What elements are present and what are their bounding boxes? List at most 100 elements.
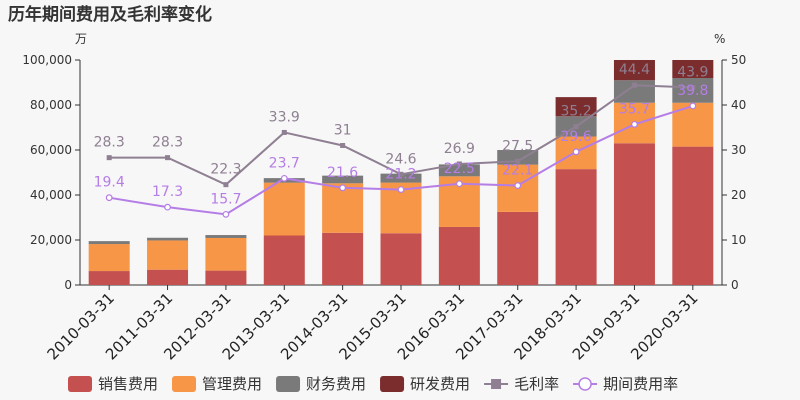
chart-title: 历年期间费用及毛利率变化: [8, 4, 212, 25]
period-expense-label: 22.5: [444, 161, 475, 177]
gross-margin-point: [398, 171, 404, 177]
gross-margin-label: 44.4: [619, 62, 650, 78]
bar-segment: [438, 164, 480, 177]
legend-label: 期间费用率: [603, 375, 678, 393]
bar-segment: [205, 237, 247, 271]
gross-margin-point: [340, 143, 346, 148]
period-expense-label: 35.7: [619, 101, 650, 117]
gross-margin-point: [631, 82, 637, 88]
bar-segment: [380, 233, 422, 285]
gross-margin-point: [573, 124, 579, 130]
gross-margin-label: 26.9: [444, 141, 475, 157]
bar-segment: [263, 182, 305, 236]
period-expense-point: [397, 186, 405, 194]
period-expense-label: 29.6: [561, 129, 592, 145]
bar-segment: [322, 232, 364, 285]
bars-layer: [88, 60, 714, 285]
left-tick-label: 60,000: [30, 143, 72, 157]
bar-segment: [322, 175, 364, 184]
bar-segment: [88, 271, 130, 285]
bar-segment: [613, 60, 655, 81]
gross-margin-label: 35.2: [561, 104, 592, 120]
left-tick-label: 40,000: [30, 188, 72, 202]
period-expense-label: 23.7: [269, 155, 300, 171]
legend-label: 销售费用: [98, 375, 158, 393]
period-expense-point: [572, 148, 580, 156]
bar-segment: [613, 143, 655, 285]
legend-marker: [578, 377, 592, 391]
gross-margin-label: 43.9: [677, 64, 708, 80]
gross-margin-label: 24.6: [385, 151, 416, 167]
bar-segment: [555, 97, 597, 117]
legend-label: 研发费用: [410, 375, 470, 393]
left-tick-label: 80,000: [30, 98, 72, 112]
gross-margin-label: 31: [334, 123, 352, 139]
period-expense-point: [339, 184, 347, 192]
legend: 销售费用 管理费用 财务费用 研发费用 毛利率 期间费用率: [68, 375, 678, 393]
period-expense-point: [222, 210, 230, 218]
right-tick-label: 40: [731, 98, 746, 112]
period-expense-point: [164, 203, 171, 211]
period-expense-label: 19.4: [94, 175, 125, 191]
bar-segment: [672, 78, 714, 103]
gross-margin-point: [281, 129, 287, 135]
gross-margin-label: 22.3: [210, 162, 241, 178]
period-expense-point: [455, 180, 463, 188]
gross-margin-point: [456, 161, 462, 167]
right-tick-label: 50: [731, 53, 746, 67]
bar-segment: [205, 235, 247, 238]
period-expense-point: [514, 182, 522, 189]
period-expense-point: [105, 194, 113, 202]
legend-swatch: [276, 376, 301, 392]
legend-label: 管理费用: [202, 375, 262, 393]
right-tick-label: 0: [731, 278, 739, 292]
gross-margin-label: 33.9: [269, 109, 300, 125]
left-axis-unit: 万: [75, 32, 87, 46]
gross-margin-label: 27.5: [502, 138, 533, 154]
left-tick-label: 20,000: [30, 233, 72, 247]
period-expense-point: [280, 174, 288, 182]
legend-swatch: [380, 376, 405, 392]
bar-segment: [438, 226, 480, 285]
period-expense-label: 22.1: [502, 163, 533, 179]
period-expense-label: 17.3: [152, 184, 183, 200]
legend-label: 财务费用: [306, 375, 366, 393]
legend-marker: [491, 379, 502, 389]
bar-segment: [88, 241, 130, 245]
period-expense-label: 21.6: [327, 165, 358, 181]
period-expense-point: [631, 120, 638, 128]
legend-swatch: [68, 376, 92, 392]
legend-label: 毛利率: [514, 375, 559, 393]
gross-margin-point: [515, 158, 521, 164]
gross-margin-label: 28.3: [94, 135, 125, 151]
right-axis-unit: %: [714, 32, 725, 46]
bar-segment: [88, 244, 130, 272]
bar-segment: [672, 146, 714, 285]
left-tick-label: 100,000: [22, 53, 72, 67]
bar-segment: [147, 240, 189, 270]
bar-segment: [263, 235, 305, 285]
bar-segment: [555, 169, 597, 285]
bar-segment: [497, 211, 539, 285]
left-tick-label: 0: [64, 278, 72, 292]
bar-segment: [322, 183, 364, 233]
period-expense-label: 21.2: [385, 167, 416, 183]
period-expense-label: 15.7: [210, 191, 241, 207]
bar-segment: [147, 237, 189, 241]
right-tick-label: 10: [731, 233, 746, 247]
period-expense-point: [689, 102, 697, 110]
gross-margin-point: [106, 155, 112, 161]
bar-segment: [205, 270, 247, 285]
gross-margin-point: [165, 155, 171, 161]
legend-swatch: [172, 376, 197, 392]
period-expense-label: 39.8: [677, 83, 708, 99]
bar-segment: [672, 102, 714, 147]
right-tick-label: 30: [731, 143, 746, 157]
gross-margin-point: [690, 84, 696, 90]
gross-margin-label: 28.3: [152, 135, 183, 151]
right-tick-label: 20: [731, 188, 746, 202]
bar-segment: [147, 269, 189, 285]
gross-margin-point: [223, 182, 229, 188]
